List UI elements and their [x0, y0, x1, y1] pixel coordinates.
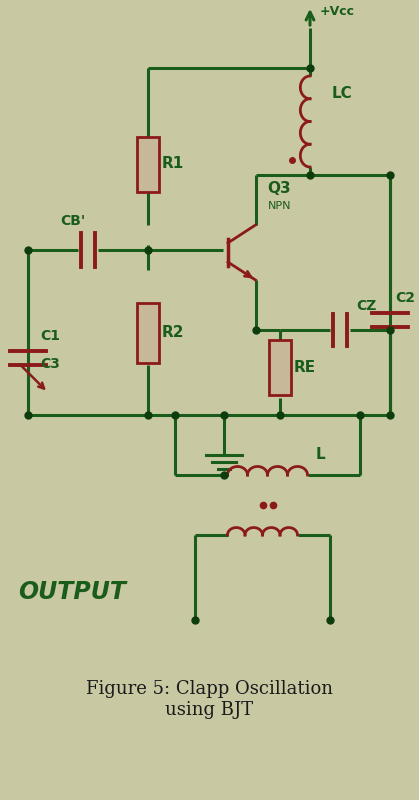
Bar: [137, 302, 159, 362]
Text: C3: C3: [40, 357, 60, 370]
Text: R2: R2: [162, 325, 184, 340]
Text: RE: RE: [294, 360, 316, 375]
Text: Q3: Q3: [267, 181, 291, 196]
Text: C2: C2: [395, 291, 415, 305]
Text: +Vcc: +Vcc: [320, 5, 355, 18]
Text: LC: LC: [332, 86, 353, 101]
Text: OUTPUT: OUTPUT: [18, 580, 126, 604]
Text: NPN: NPN: [267, 201, 291, 211]
Bar: [269, 340, 291, 395]
Text: Figure 5: Clapp Oscillation
using BJT: Figure 5: Clapp Oscillation using BJT: [86, 680, 333, 718]
Bar: [137, 137, 159, 191]
Text: CZ: CZ: [356, 299, 376, 313]
Text: R1: R1: [162, 157, 184, 171]
Text: C1: C1: [40, 329, 60, 342]
Text: L: L: [316, 447, 325, 462]
Text: CB': CB': [60, 214, 85, 228]
